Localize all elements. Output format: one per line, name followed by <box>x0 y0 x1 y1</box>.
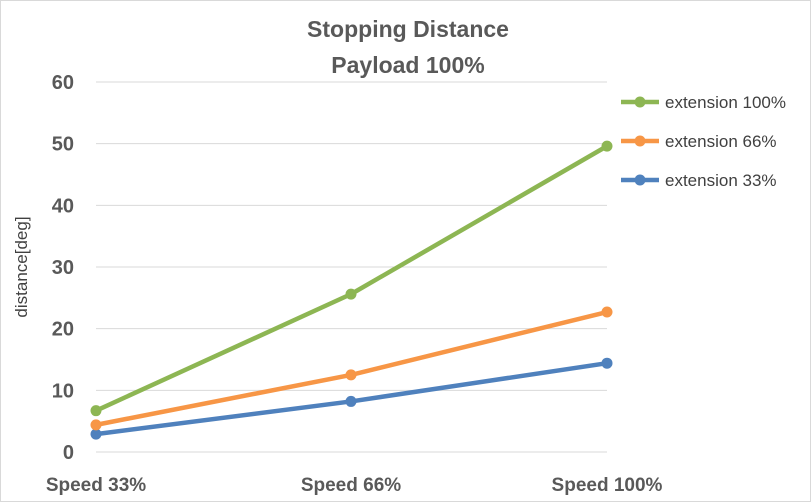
series-0 <box>90 140 613 417</box>
legend-marker <box>634 96 646 108</box>
x-tick-label: Speed 33% <box>46 475 146 496</box>
y-tick-label: 0 <box>63 442 74 464</box>
y-axis-label: distance[deg] <box>12 216 31 317</box>
legend-item: extension 100% <box>621 93 786 112</box>
data-point <box>601 357 613 369</box>
data-point <box>345 369 357 381</box>
x-axis-ticks: Speed 33% Speed 66% Speed 100% <box>46 475 663 496</box>
y-tick-label: 20 <box>52 319 74 341</box>
data-point <box>345 288 357 300</box>
y-axis-ticks: 0 10 20 30 40 50 60 <box>52 72 74 464</box>
legend-label: extension 100% <box>665 93 786 112</box>
chart-title: Stopping Distance <box>307 16 509 42</box>
data-point <box>601 140 613 152</box>
chart-subtitle: Payload 100% <box>331 52 484 78</box>
y-tick-label: 60 <box>52 72 74 94</box>
legend-label: extension 66% <box>665 132 777 151</box>
series-2 <box>90 357 613 440</box>
data-point <box>90 405 102 417</box>
data-point <box>345 395 357 407</box>
y-tick-label: 10 <box>52 380 74 402</box>
x-tick-label: Speed 66% <box>301 475 401 496</box>
data-point <box>601 306 613 318</box>
data-point <box>90 419 102 431</box>
data-point <box>90 428 102 440</box>
legend-label: extension 33% <box>665 171 777 190</box>
y-tick-label: 30 <box>52 257 74 279</box>
legend-marker <box>634 135 646 147</box>
series-lines <box>90 140 613 440</box>
y-tick-label: 50 <box>52 134 74 156</box>
series-1 <box>90 306 613 431</box>
gridlines <box>96 81 607 453</box>
legend-item: extension 33% <box>621 171 777 190</box>
legend: extension 100% extension 66% extension 33% <box>621 93 786 190</box>
y-tick-label: 40 <box>52 195 74 217</box>
x-tick-label: Speed 100% <box>552 475 663 496</box>
legend-marker <box>634 174 646 186</box>
legend-item: extension 66% <box>621 132 777 151</box>
